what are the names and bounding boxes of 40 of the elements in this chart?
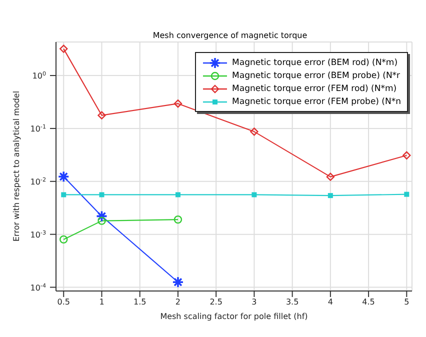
point — [402, 151, 411, 160]
chart-title: Mesh convergence of magnetic torque — [152, 31, 308, 40]
y-tick-label: 10$^{-2}$ — [30, 176, 46, 186]
y-tick-label: 10$^{-1}$ — [30, 123, 46, 134]
point — [174, 215, 182, 224]
point — [96, 210, 108, 222]
legend-label: Magnetic torque error (BEM probe) (N*r — [232, 70, 400, 80]
x-tick-label: 5 — [404, 298, 410, 307]
point — [98, 111, 106, 120]
point — [250, 128, 258, 136]
point — [174, 99, 182, 108]
x-tick-label: 0.5 — [57, 298, 70, 307]
y-tick-label: 10$^{-3}$ — [30, 229, 46, 240]
point — [58, 170, 70, 183]
point — [60, 235, 68, 244]
y-axis-title: Error with respect to analytical model — [12, 90, 21, 242]
point — [98, 216, 106, 225]
x-tick-label: 2 — [175, 298, 181, 307]
x-tick-label: 1 — [99, 298, 104, 307]
point — [99, 192, 104, 198]
x-axis-title: Mesh scaling factor for pole fillet (hf) — [160, 312, 308, 321]
x-tick-label: 4.5 — [362, 298, 375, 307]
point — [328, 193, 333, 198]
x-tick-label: 4 — [328, 298, 333, 307]
x-tick-label: 3 — [252, 298, 257, 307]
point — [175, 192, 180, 198]
x-tick-label: 1.5 — [133, 298, 146, 307]
legend-label: Magnetic torque error (FEM rod) (N*m) — [232, 84, 397, 94]
point — [60, 44, 68, 53]
y-tick-label: 10$^{0}$ — [32, 70, 46, 81]
y-tick-label: 10$^{-4}$ — [30, 282, 46, 292]
x-tick-label: 3.5 — [286, 298, 299, 307]
point — [172, 276, 184, 288]
x-tick-label: 2.5 — [210, 298, 222, 307]
point — [404, 192, 410, 197]
point — [61, 192, 66, 198]
legend-label: Magnetic torque error (BEM rod) (N*m) — [232, 58, 398, 68]
point — [326, 172, 335, 181]
point — [252, 192, 257, 198]
legend-label: Magnetic torque error (FEM probe) (N*n — [232, 96, 401, 106]
